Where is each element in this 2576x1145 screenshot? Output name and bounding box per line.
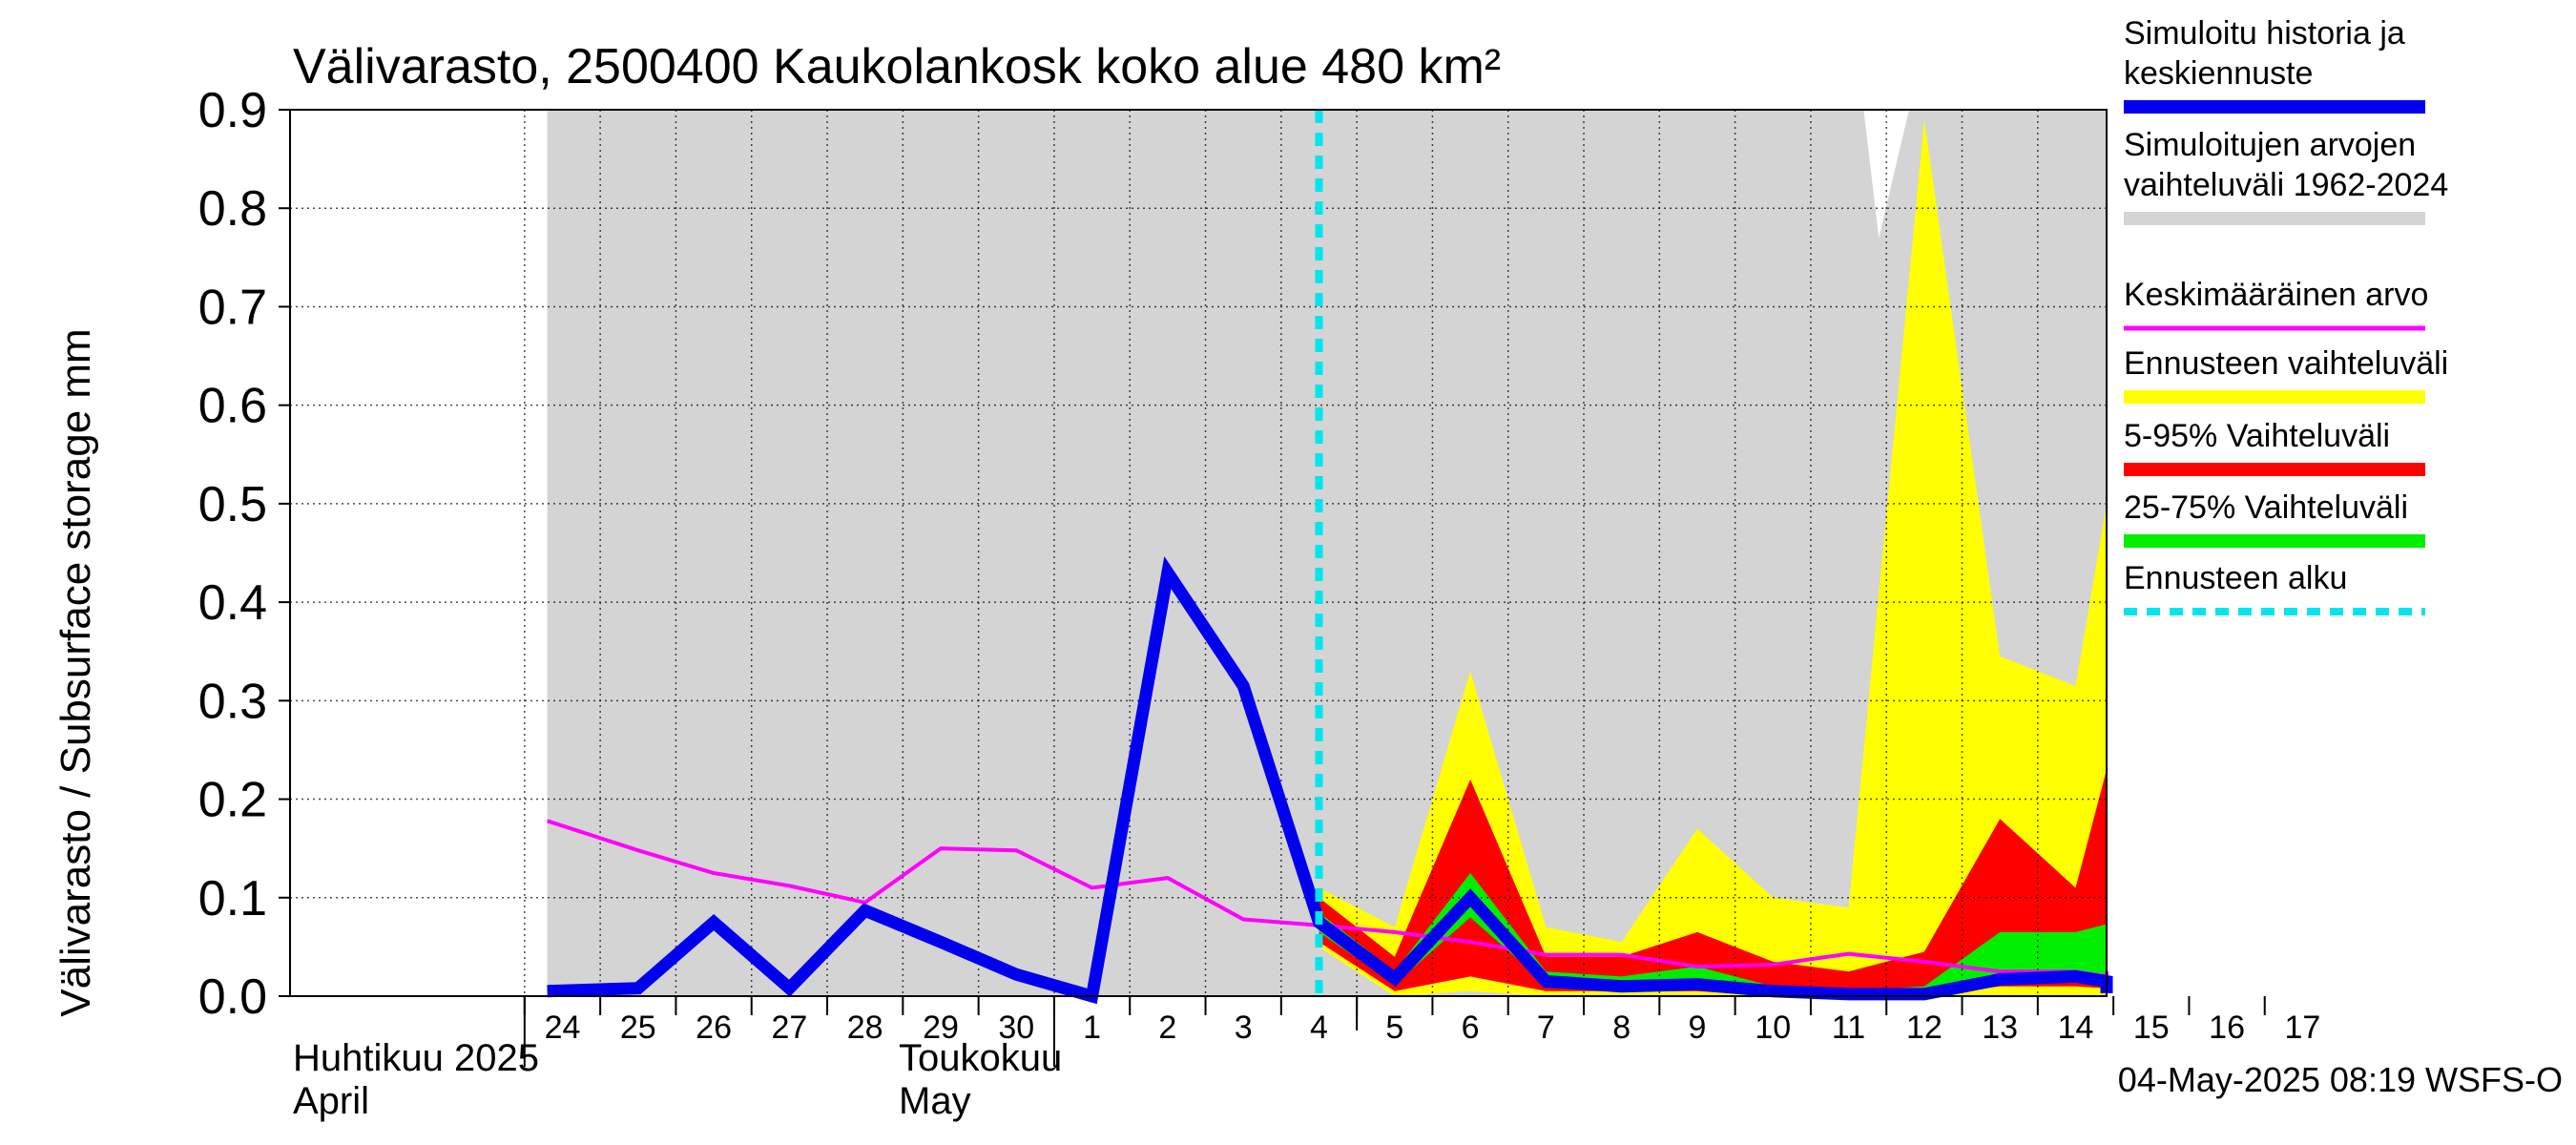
y-tick-label: 0.1 xyxy=(198,871,267,926)
legend-label: Ennusteen alku xyxy=(2124,560,2347,596)
x-tick-label: 30 xyxy=(998,1010,1034,1046)
x-tick-label: 15 xyxy=(2133,1010,2170,1046)
y-axis-ticks: 0.0 0.1 0.2 0.3 0.4 0.5 0.6 0.7 0.8 0.9 xyxy=(198,83,290,1025)
x-tick-label: 17 xyxy=(2284,1010,2320,1046)
x-tick-label: 25 xyxy=(620,1010,656,1046)
x-tick-label: 8 xyxy=(1612,1010,1631,1046)
x-tick-label: 9 xyxy=(1689,1010,1707,1046)
legend-label: 25-75% Vaihteluväli xyxy=(2124,489,2408,526)
y-tick-label: 0.9 xyxy=(198,83,267,138)
month-label-en: May xyxy=(899,1080,971,1122)
legend-label: Simuloitujen arvojen xyxy=(2124,127,2416,163)
y-tick-label: 0.7 xyxy=(198,280,267,335)
historical-range-area xyxy=(547,110,2107,996)
x-tick-label: 29 xyxy=(923,1010,959,1046)
x-tick-label: 2 xyxy=(1158,1010,1176,1046)
timestamp-footer: 04-May-2025 08:19 WSFS-O xyxy=(2118,1060,2563,1099)
legend-label: Ennusteen vaihteluväli xyxy=(2124,345,2448,382)
plot-area xyxy=(290,110,2113,1005)
x-tick-label: 16 xyxy=(2209,1010,2245,1046)
x-tick-label: 1 xyxy=(1083,1010,1101,1046)
legend-label: vaihteluväli 1962-2024 xyxy=(2124,167,2448,203)
legend-label: Simuloitu historia ja xyxy=(2124,15,2405,52)
x-tick-label: 14 xyxy=(2058,1010,2094,1046)
month-label-en: April xyxy=(293,1080,369,1122)
y-tick-label: 0.2 xyxy=(198,773,267,828)
forecast-range-area xyxy=(1319,119,2107,997)
month-label-fi: Toukokuu xyxy=(899,1037,1062,1079)
legend-label: 5-95% Vaihteluväli xyxy=(2124,418,2390,454)
x-tick-label: 12 xyxy=(1906,1010,1942,1046)
x-tick-label: 26 xyxy=(696,1010,732,1046)
x-tick-label: 6 xyxy=(1462,1010,1480,1046)
x-tick-label: 11 xyxy=(1832,1010,1865,1046)
month-label-fi: Huhtikuu 2025 xyxy=(293,1037,539,1079)
x-tick-label: 5 xyxy=(1385,1010,1403,1046)
x-tick-label: 27 xyxy=(771,1010,807,1046)
legend-label: Keskimääräinen arvo xyxy=(2124,277,2428,313)
x-axis-ticks: 24 25 26 27 28 29 30 1 2 3 4 5 6 7 8 9 10 11 12 13 14 15 16 17 xyxy=(523,996,2320,1046)
plot-frame xyxy=(289,109,2108,997)
y-tick-label: 0.0 xyxy=(198,969,267,1025)
series-lines xyxy=(546,110,2113,1005)
y-tick-label: 0.3 xyxy=(198,674,267,729)
y-tick-label: 0.5 xyxy=(198,477,267,532)
x-tick-label: 3 xyxy=(1235,1010,1253,1046)
x-tick-label: 28 xyxy=(847,1010,883,1046)
y-tick-label: 0.6 xyxy=(198,379,267,434)
y-axis-label: Välivarasto / Subsurface storage mm xyxy=(52,328,99,1016)
x-tick-label: 10 xyxy=(1755,1010,1791,1046)
chart-title: Välivarasto, 2500400 Kaukolankosk koko a… xyxy=(293,39,1501,94)
x-tick-label: 7 xyxy=(1537,1010,1555,1046)
simulated-mean-line xyxy=(547,556,2113,1005)
y-tick-label: 0.8 xyxy=(198,181,267,237)
x-tick-label: 13 xyxy=(1982,1010,2018,1046)
x-tick-label: 24 xyxy=(545,1010,581,1046)
axes xyxy=(289,109,2108,997)
y-tick-label: 0.4 xyxy=(198,575,267,631)
x-tick-label: 4 xyxy=(1310,1010,1328,1046)
range-layers xyxy=(290,110,2107,997)
legend-label: keskiennuste xyxy=(2124,55,2313,92)
